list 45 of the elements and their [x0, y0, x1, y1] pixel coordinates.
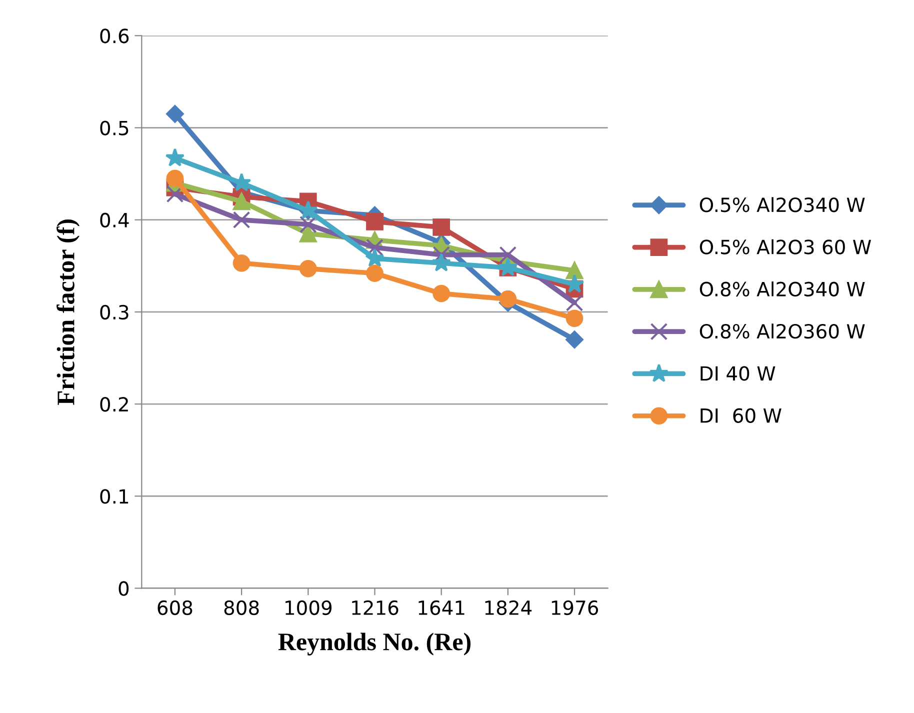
- legend-label: O.5% Al2O3 60 W: [700, 239, 871, 254]
- point: [165, 148, 185, 166]
- point: [166, 170, 184, 188]
- point: [166, 105, 184, 123]
- point: [566, 310, 584, 328]
- y-axis-title: Friction factor (f): [56, 220, 80, 405]
- point: [432, 284, 450, 302]
- y-tick-label: 0.6: [100, 28, 129, 44]
- point: [432, 218, 450, 236]
- point: [366, 238, 384, 256]
- legend-label: O.8% Al2O340 W: [700, 281, 865, 297]
- legend-label: O.5% Al2O340 W: [700, 197, 865, 212]
- x-tick-label: 1009: [286, 600, 332, 616]
- point: [499, 246, 517, 264]
- x-tick-label: 1641: [418, 600, 464, 616]
- legend-label: O.8% Al2O360 W: [700, 324, 865, 339]
- point: [566, 330, 584, 348]
- legend-label: DI 40 W: [700, 366, 776, 381]
- point: [232, 192, 250, 210]
- x-tick-label: 1216: [352, 600, 398, 616]
- point: [432, 253, 451, 272]
- y-tick-label: 0.3: [100, 304, 128, 320]
- point: [232, 211, 250, 229]
- point: [299, 260, 317, 278]
- x-tick-label: 1976: [552, 600, 598, 616]
- point: [365, 248, 384, 267]
- point: [299, 216, 317, 234]
- x-tick-label: 608: [158, 600, 192, 616]
- y-tick-label: 0: [118, 581, 129, 596]
- x-tick-label: 808: [224, 600, 259, 616]
- y-tick-label: 0.2: [100, 396, 128, 412]
- y-tick-label: 0.1: [100, 489, 128, 504]
- point: [499, 290, 517, 308]
- point: [166, 185, 184, 203]
- legend-label: DI 60 W: [700, 408, 782, 423]
- point: [566, 294, 584, 312]
- point: [366, 213, 384, 230]
- point: [366, 264, 384, 282]
- x-axis-title: Reynolds No. (Re): [278, 632, 471, 656]
- y-tick-label: 0.5: [100, 120, 128, 136]
- point: [299, 224, 317, 242]
- x-tick-label: 1824: [485, 600, 532, 616]
- y-tick-label: 0.4: [100, 212, 129, 228]
- point: [232, 254, 250, 272]
- point: [566, 262, 584, 280]
